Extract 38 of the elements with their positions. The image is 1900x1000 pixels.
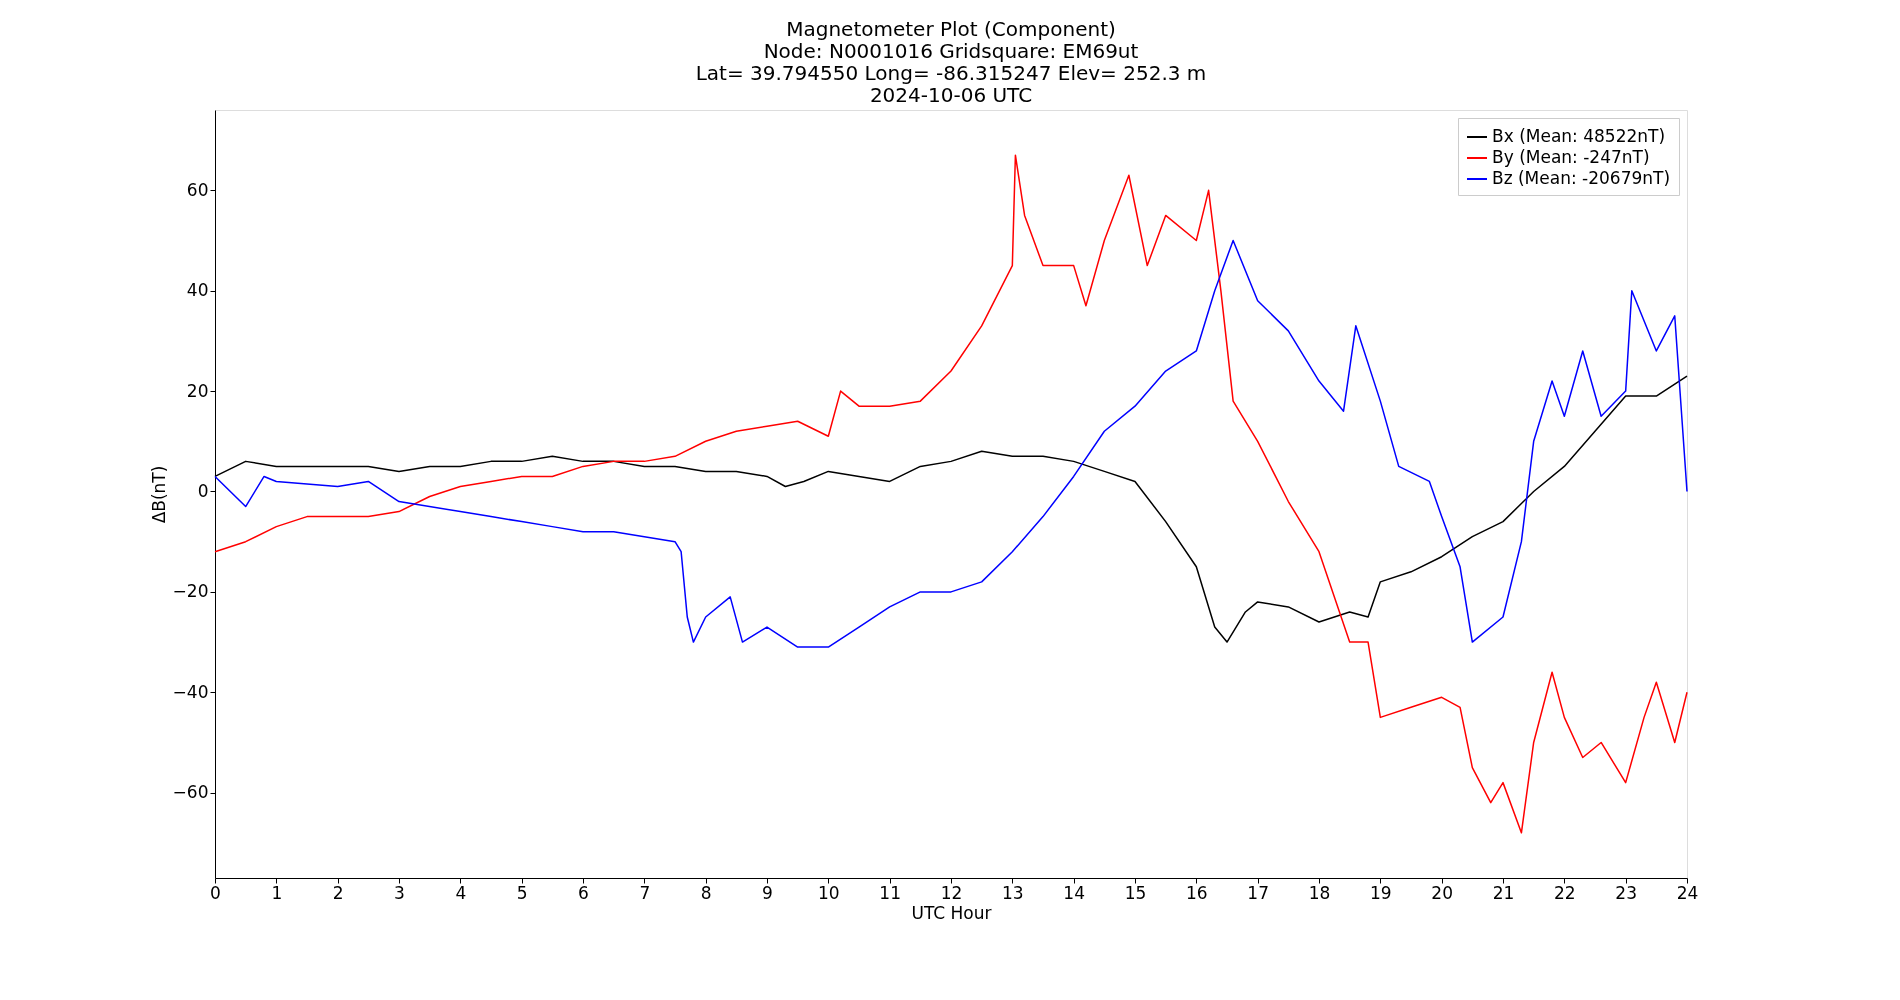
legend-label: By (Mean: -247nT) bbox=[1492, 147, 1650, 167]
x-tick-label: 1 bbox=[271, 882, 283, 903]
x-tick-label: 19 bbox=[1370, 882, 1392, 903]
x-tick-label: 18 bbox=[1308, 882, 1331, 903]
x-tick-label: 5 bbox=[516, 882, 528, 903]
x-tick-label: 6 bbox=[578, 882, 589, 903]
x-tick-label: 16 bbox=[1186, 882, 1208, 903]
x-tick-label: 4 bbox=[455, 882, 467, 903]
legend-label: Bz (Mean: -20679nT) bbox=[1492, 168, 1671, 188]
legend-label: Bx (Mean: 48522nT) bbox=[1492, 126, 1666, 146]
x-tick-label: 17 bbox=[1247, 882, 1269, 903]
x-tick-label: 22 bbox=[1554, 882, 1576, 903]
x-tick-label: 12 bbox=[940, 882, 963, 903]
x-tick-label: 15 bbox=[1124, 882, 1147, 903]
y-tick-label: 20 bbox=[186, 380, 209, 401]
y-axis-title: ΔB(nT) bbox=[148, 465, 169, 524]
x-tick-label: 9 bbox=[762, 882, 773, 903]
x-tick-label: 7 bbox=[639, 882, 651, 903]
x-tick-label: 23 bbox=[1615, 882, 1637, 903]
y-tick-label: −20 bbox=[172, 581, 209, 602]
x-tick-label: 11 bbox=[879, 882, 901, 903]
x-tick-label: 21 bbox=[1492, 882, 1515, 903]
y-tick-label: 0 bbox=[197, 480, 209, 501]
x-tick-label: 20 bbox=[1431, 882, 1453, 903]
x-tick-label: 3 bbox=[394, 882, 405, 903]
y-tick-label: −40 bbox=[172, 681, 209, 702]
y-tick-label: −60 bbox=[172, 782, 209, 803]
x-tick-label: 2 bbox=[332, 882, 344, 903]
x-tick-label: 8 bbox=[700, 882, 712, 903]
line-series bbox=[214, 239, 1688, 648]
chart-title: Magnetometer Plot (Component) Node: N0001016 Gridsquare: EM69ut Lat= 39.794550 Long= -86.315247 Elev= 252.3 m 2024-10-06 UTC bbox=[695, 17, 1207, 107]
x-tick-label: 13 bbox=[1002, 882, 1024, 903]
x-tick-label: 14 bbox=[1063, 882, 1085, 903]
x-tick-label: 10 bbox=[818, 882, 840, 903]
x-tick-label: 24 bbox=[1676, 882, 1699, 903]
y-tick-label: 40 bbox=[186, 280, 209, 301]
y-tick-label: 60 bbox=[186, 179, 209, 200]
x-axis-title: UTC Hour bbox=[911, 902, 992, 923]
